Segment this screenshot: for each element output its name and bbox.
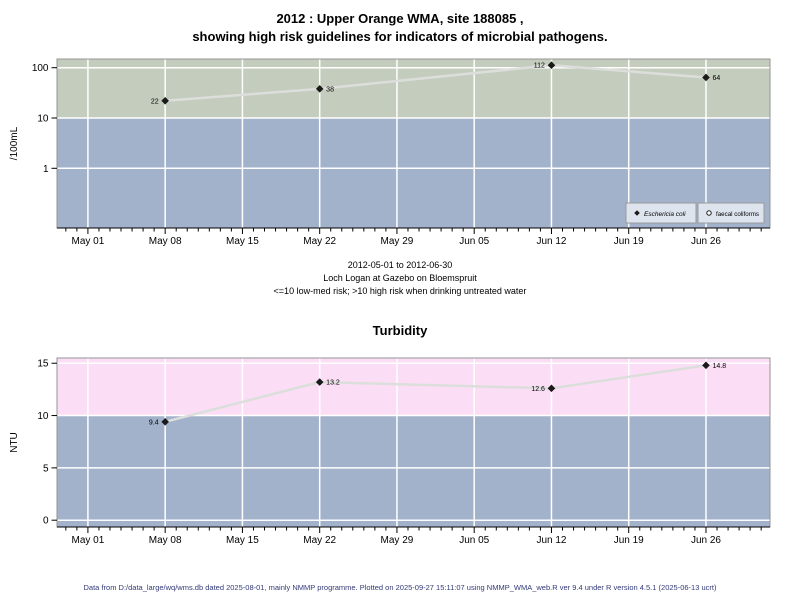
data-point-diamond xyxy=(547,384,556,393)
data-point-diamond xyxy=(315,85,324,93)
legend-label: Eschericia coli xyxy=(644,211,686,218)
x-tick-label: Jun 26 xyxy=(691,236,721,247)
data-point-label: 112 xyxy=(534,63,545,70)
y-tick-label: 10 xyxy=(37,411,49,422)
y-tick-label: 1 xyxy=(43,164,49,175)
x-tick-label: May 08 xyxy=(149,535,182,546)
x-tick-label: May 29 xyxy=(381,236,414,247)
x-tick-label: Jun 19 xyxy=(614,236,644,247)
x-tick-label: May 22 xyxy=(303,236,336,247)
data-point-diamond xyxy=(702,361,710,370)
x-tick-label: Jun 19 xyxy=(614,535,644,546)
x-tick-label: May 22 xyxy=(303,535,336,546)
x-tick-label: Jun 26 xyxy=(691,535,721,546)
data-point-diamond xyxy=(315,378,324,386)
y-tick-label: 100 xyxy=(32,63,49,74)
legend-box xyxy=(697,202,765,224)
subtitle-date-range: 2012-05-01 to 2012-06-30 xyxy=(348,260,453,270)
data-point-diamond xyxy=(702,73,710,82)
x-tick-label: May 15 xyxy=(226,236,259,247)
y-tick-label: 0 xyxy=(43,516,49,527)
legend-box xyxy=(625,202,697,224)
microbial-pathogens-panel: 22 38 112 64 May 01 May 08 May 15 May 22 May 29 J… xyxy=(32,58,771,247)
data-point-label: 38 xyxy=(326,86,334,93)
legend-marker-open-circle-icon xyxy=(706,210,712,216)
legend-label: faecal coliforms xyxy=(716,211,759,218)
main-title-line2: showing high risk guidelines for indicat… xyxy=(192,29,607,44)
data-point-label: 14.8 xyxy=(712,363,726,370)
data-point-diamond xyxy=(161,96,169,105)
data-point-label: 9.4 xyxy=(149,419,159,426)
data-point-diamond xyxy=(547,61,556,70)
series-line xyxy=(164,364,707,424)
x-tick-label: Jun 05 xyxy=(459,236,489,247)
y-tick-label: 5 xyxy=(43,463,49,474)
subtitle-site: Loch Logan at Gazebo on Bloemspruit xyxy=(323,273,477,283)
series-line xyxy=(165,63,707,103)
main-title-line1: 2012 : Upper Orange WMA, site 188085 , xyxy=(276,11,523,26)
data-point-diamond xyxy=(161,418,169,426)
footer-provenance: Data from D:/data_large/wq/wms.db dated … xyxy=(84,583,717,592)
x-tick-label: Jun 05 xyxy=(459,535,489,546)
x-tick-label: May 08 xyxy=(149,236,182,247)
subtitle-risk-note: <=10 low-med risk; >10 high risk when dr… xyxy=(274,286,527,296)
x-tick-label: May 01 xyxy=(72,535,105,546)
legend-marker-filled-diamond-icon xyxy=(634,210,640,216)
y-axis-label-turbidity: NTU xyxy=(9,432,20,453)
turbidity-title: Turbidity xyxy=(373,323,428,338)
x-tick-label: Jun 12 xyxy=(536,535,566,546)
y-tick-label: 15 xyxy=(37,359,49,370)
x-tick-label: May 29 xyxy=(381,535,414,546)
risk-region xyxy=(57,415,770,527)
y-axis-label-microbial: /100mL xyxy=(9,126,20,160)
x-tick-label: Jun 12 xyxy=(536,236,566,247)
data-point-label: 12.6 xyxy=(531,386,545,393)
data-point-label: 64 xyxy=(712,75,720,82)
turbidity-panel: 9.4 13.2 12.6 14.8 May 01 May 08 May 15 May 22 M… xyxy=(37,357,771,546)
data-point-label: 22 xyxy=(151,98,159,105)
risk-region xyxy=(57,59,770,119)
y-tick-label: 10 xyxy=(37,114,49,125)
data-point-label: 13.2 xyxy=(326,380,340,387)
x-tick-label: May 15 xyxy=(226,535,259,546)
risk-region xyxy=(57,358,770,416)
x-tick-label: May 01 xyxy=(72,236,105,247)
